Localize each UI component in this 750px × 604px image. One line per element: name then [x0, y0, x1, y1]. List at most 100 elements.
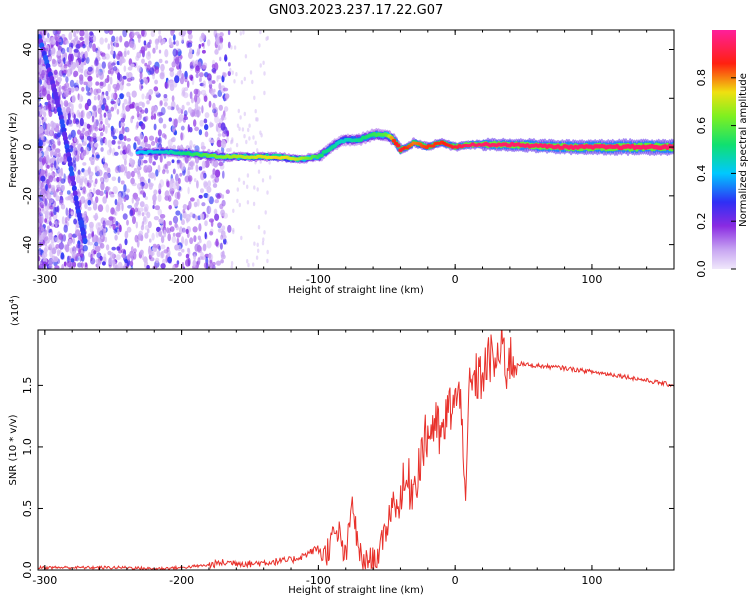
spectrogram-noise-cell [107, 83, 111, 93]
spectrogram-noise-cell [216, 193, 221, 200]
spectrogram-noise-cell [216, 123, 220, 128]
spectrogram-noise-cell [145, 115, 149, 121]
spectrogram-noise-cell [147, 221, 152, 229]
snr-x-tick-label: 100 [581, 574, 602, 587]
spectrogram-noise-cell [97, 94, 101, 101]
spectrogram-noise-cell [138, 37, 141, 43]
spectrogram-noise-cell [111, 176, 117, 182]
spectrogram-noise-cell [198, 166, 203, 171]
spectrogram-noise-cell [94, 178, 98, 185]
spectrogram-noise-cell [45, 210, 50, 217]
spectrogram-noise-cell [51, 47, 56, 55]
spectrogram-noise-cell [134, 234, 139, 243]
spectrogram-noise-cell [221, 114, 225, 121]
spectrogram-noise-cell [46, 164, 50, 169]
spectrogram-noise-cell [43, 231, 48, 236]
spectrogram-noise-cell [101, 94, 104, 100]
spectrogram-noise-cell [180, 125, 185, 131]
spectrogram-noise-cell [76, 30, 79, 34]
spectrogram-noise-cell [68, 53, 72, 62]
spectrogram-noise-cell [252, 201, 256, 207]
spectrogram-noise-cell [46, 139, 49, 144]
spectrogram-noise-cell [139, 207, 144, 212]
spectrogram-noise-cell [84, 215, 89, 223]
spectrogram-noise-cell [124, 262, 127, 267]
spectrogram-noise-cell [227, 30, 231, 36]
spectrogram-noise-cell [107, 43, 111, 50]
spectrogram-noise-cell [217, 228, 223, 233]
spectrogram-noise-cell [109, 76, 113, 85]
spectrogram-noise-cell [155, 169, 159, 177]
spectrogram-noise-cell [63, 261, 67, 267]
spectrogram-noise-cell [91, 236, 95, 243]
spectrogram-noise-cell [53, 69, 58, 76]
colorbar-label: Normalized spectral amplitude [738, 73, 749, 227]
spectrogram-noise-cell [64, 216, 68, 224]
spectrogram-noise-cell [142, 216, 147, 223]
spectrogram-noise-cell [123, 135, 127, 142]
spectrogram-noise-cell [46, 188, 51, 195]
spectrogram-noise-cell [162, 38, 166, 45]
spectrogram-noise-cell [110, 207, 115, 215]
spectrogram-noise-cell [88, 252, 92, 258]
spectrogram-noise-cell [79, 36, 84, 41]
snr-x-tick-label: -100 [306, 574, 331, 587]
spectrogram-noise-cell [193, 88, 199, 95]
spectrogram-noise-cell [94, 241, 99, 247]
spectrogram-noise-cell [68, 238, 73, 246]
spectrogram-noise-cell [76, 79, 79, 86]
spectrogram-noise-cell [124, 230, 129, 239]
spectrogram-noise-cell [130, 170, 135, 178]
spectrogram-noise-cell [100, 181, 105, 191]
spectrogram-noise-cell [187, 186, 190, 195]
spectrogram-noise-cell [54, 172, 58, 177]
spectrogram-noise-cell [120, 117, 125, 123]
spectrogram-noise-cell [127, 72, 133, 79]
spectrogram-noise-cell [99, 81, 104, 87]
spectrogram-noise-cell [45, 183, 48, 191]
spectrogram-noise-cell [148, 94, 152, 101]
spectrogram-noise-cell [68, 145, 74, 149]
spectrogram-noise-cell [171, 136, 176, 143]
spectrogram-noise-cell [174, 56, 180, 65]
spectrogram-noise-cell [56, 165, 59, 169]
spectrogram-trace-cell [67, 160, 73, 168]
spectrogram-noise-cell [236, 187, 239, 192]
spectrogram-noise-cell [68, 111, 72, 118]
spectrogram-noise-cell [49, 221, 52, 226]
spectrogram-noise-cell [216, 139, 222, 148]
spectrogram-noise-cell [52, 30, 56, 35]
spectrogram-noise-cell [53, 134, 57, 139]
spectrogram-noise-cell [107, 69, 111, 75]
spectrogram-noise-cell [91, 115, 95, 123]
spectrogram-trace-cell [82, 237, 88, 245]
spectrogram-noise-cell [124, 171, 127, 176]
spectrogram-noise-cell [153, 189, 158, 195]
spectrogram-noise-cell [38, 235, 44, 243]
spectrogram-noise-cell [58, 69, 64, 77]
spectrogram-noise-cell [61, 184, 65, 192]
spectrogram-trace-cell [71, 180, 77, 187]
spectrogram-noise-cell [104, 125, 108, 134]
spectrogram-noise-cell [141, 212, 145, 217]
spectrogram-noise-cell [233, 45, 237, 50]
spectrogram-noise-cell [105, 244, 110, 251]
spectrogram-noise-cell [247, 127, 250, 133]
spectrogram-noise-cell [219, 32, 224, 37]
spectrogram-noise-cell [190, 197, 195, 202]
spectrogram-noise-cell [104, 138, 108, 146]
spectrogram-noise-cell [65, 76, 69, 83]
spectrogram-noise-cell [133, 248, 137, 254]
spectrogram-noise-cell [95, 81, 100, 86]
spectrogram-noise-cell [172, 34, 176, 41]
spectrogram-noise-cell [126, 171, 132, 179]
spectrogram-noise-cell [160, 251, 164, 259]
spectrogram-noise-cell [249, 70, 253, 75]
spectrogram-noise-cell [86, 111, 92, 119]
spectrogram-noise-cell [102, 124, 105, 133]
spectrogram-noise-cell [155, 136, 159, 144]
spectrogram-noise-cell [152, 265, 158, 269]
spectrogram-noise-cell [84, 202, 88, 209]
spectrogram-noise-cell [63, 155, 68, 164]
spectrogram-noise-cell [92, 200, 96, 208]
